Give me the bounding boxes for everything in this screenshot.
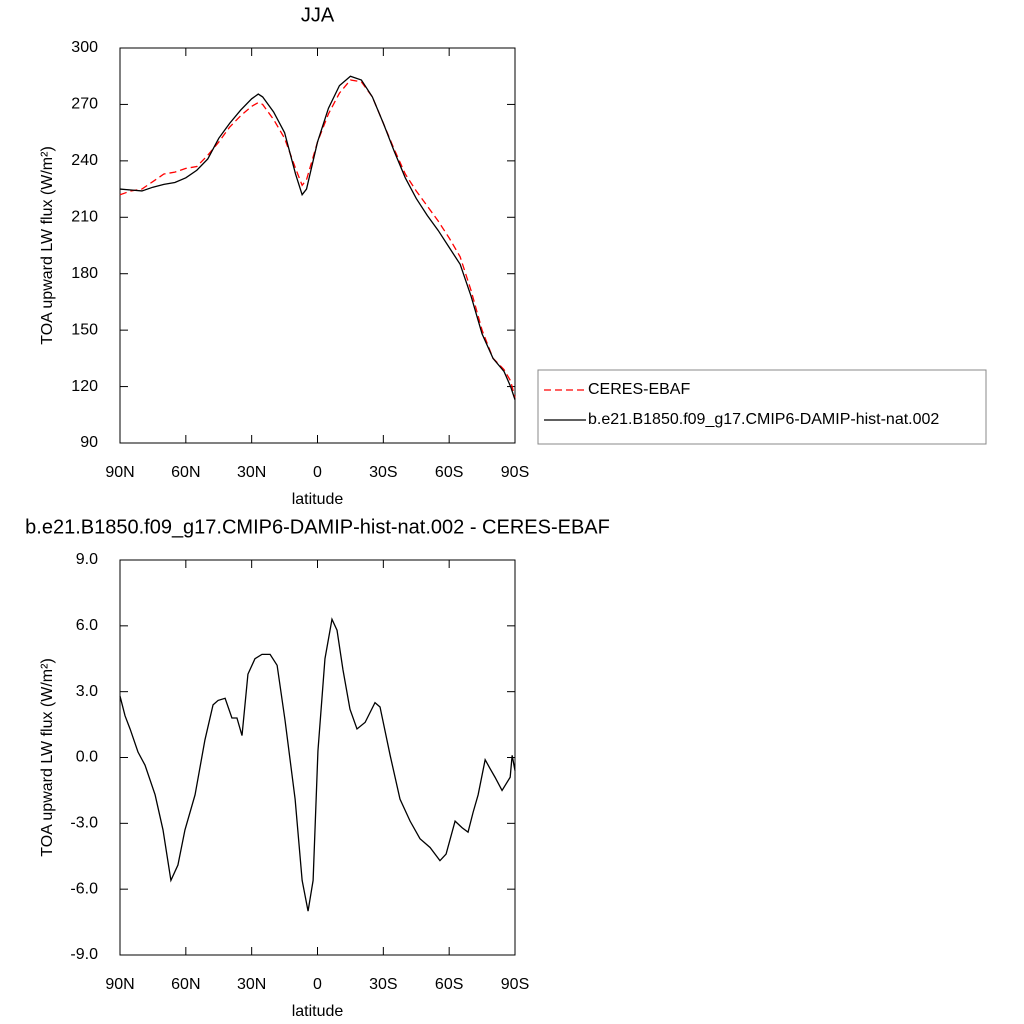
x-tick-label: 60N bbox=[171, 464, 200, 481]
y-tick-label: 0.0 bbox=[76, 749, 98, 766]
y-axis-label: TOA upward LW flux (W/m²) bbox=[39, 146, 56, 345]
data-line bbox=[119, 617, 516, 912]
y-tick-label: -3.0 bbox=[70, 815, 98, 832]
legend-box bbox=[537, 369, 987, 445]
x-tick-label: 90S bbox=[501, 976, 529, 993]
y-tick-label: 90 bbox=[80, 434, 98, 451]
data-line bbox=[119, 75, 516, 400]
x-tick-label: 30N bbox=[237, 976, 266, 993]
y-axis-label: TOA upward LW flux (W/m²) bbox=[39, 658, 56, 857]
x-tick-label: 0 bbox=[313, 464, 322, 481]
y-tick-label: 300 bbox=[71, 39, 98, 56]
y-tick-label: -9.0 bbox=[70, 946, 98, 963]
chart-title: b.e21.B1850.f09_g17.CMIP6-DAMIP-hist-nat… bbox=[25, 516, 610, 538]
legend-label: b.e21.B1850.f09_g17.CMIP6-DAMIP-hist-nat… bbox=[588, 411, 939, 428]
data-line bbox=[119, 79, 516, 399]
x-tick-label: 90N bbox=[105, 464, 134, 481]
chart-panel: JJA latitude TOA upward LW flux (W/m²) 90 12… bbox=[39, 4, 987, 508]
x-tick-label: 60N bbox=[171, 976, 200, 993]
legend-label: CERES-EBAF bbox=[588, 381, 690, 398]
x-tick-label: 0 bbox=[313, 976, 322, 993]
x-tick-label: 60S bbox=[435, 464, 463, 481]
legend: CERES-EBAF b.e21.B1850.f09_g17.CMIP6-DAMI… bbox=[537, 369, 987, 445]
y-tick-label: -6.0 bbox=[70, 880, 98, 897]
x-tick-label: 30S bbox=[369, 976, 397, 993]
y-tick-label: 150 bbox=[71, 321, 98, 338]
plot-frame bbox=[119, 47, 516, 444]
y-tick-label: 240 bbox=[71, 152, 98, 169]
x-tick-label: 30S bbox=[369, 464, 397, 481]
x-tick-label: 30N bbox=[237, 464, 266, 481]
chart-panel: b.e21.B1850.f09_g17.CMIP6-DAMIP-hist-nat… bbox=[25, 516, 610, 1020]
x-axis-label: latitude bbox=[292, 491, 344, 508]
x-tick-label: 60S bbox=[435, 976, 463, 993]
x-tick-label: 90S bbox=[501, 464, 529, 481]
y-tick-label: 180 bbox=[71, 265, 98, 282]
y-tick-label: 210 bbox=[71, 209, 98, 226]
y-tick-label: 3.0 bbox=[76, 683, 98, 700]
y-tick-label: 9.0 bbox=[76, 551, 98, 568]
x-tick-label: 90N bbox=[105, 976, 134, 993]
y-tick-label: 6.0 bbox=[76, 617, 98, 634]
y-tick-label: 270 bbox=[71, 96, 98, 113]
x-axis-label: latitude bbox=[292, 1003, 344, 1020]
chart-title: JJA bbox=[301, 4, 335, 26]
y-tick-label: 120 bbox=[71, 378, 98, 395]
